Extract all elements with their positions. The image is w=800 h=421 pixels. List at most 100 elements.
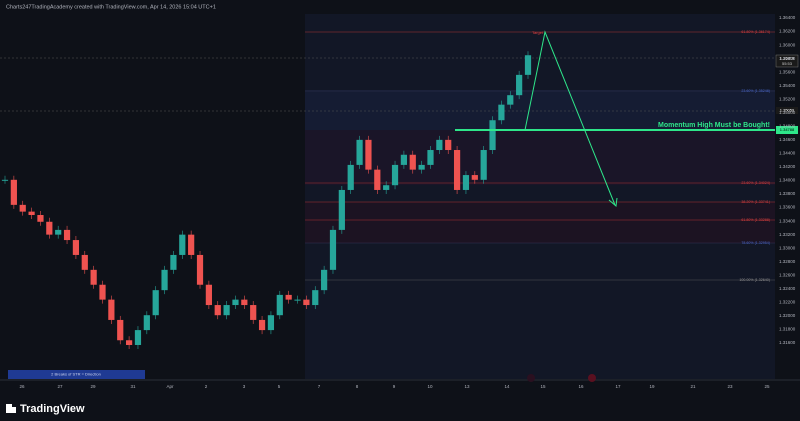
candles: [1, 51, 532, 349]
candle-body: [498, 104, 505, 121]
candle-body: [108, 299, 115, 320]
mid-price-tag: [776, 107, 798, 114]
price-label: 1.32200: [779, 300, 796, 305]
price-label: 1.34000: [779, 178, 796, 183]
candle-body: [524, 55, 532, 75]
price-label: 1.35200: [779, 96, 796, 101]
highlight-zone: [305, 14, 775, 379]
header-caption: Charts247TradingAcademy created with Tra…: [6, 4, 216, 10]
level-price-tag: [776, 126, 798, 134]
candle-body: [188, 234, 195, 255]
candle-body: [205, 284, 212, 306]
date-label: 26: [19, 384, 25, 389]
note-box: [8, 370, 145, 379]
candle-body: [161, 269, 168, 291]
event-icon[interactable]: [588, 374, 596, 382]
fib-lines: [305, 31, 775, 281]
candle-body: [391, 164, 399, 186]
candle-body: [329, 229, 337, 270]
candle-body: [99, 284, 106, 300]
candle-body: [28, 211, 35, 216]
candle-body: [10, 179, 17, 205]
price-label: 1.33400: [779, 218, 796, 223]
date-label: 17: [615, 384, 621, 389]
price-label: 1.35000: [779, 110, 796, 115]
candle-body: [196, 254, 204, 285]
candle-body: [374, 169, 381, 190]
date-label: 25: [764, 384, 770, 389]
price-label: 1.35800: [779, 56, 796, 61]
date-label: 27: [57, 384, 63, 389]
note-text: 2 Breaks of STR = Direction: [51, 372, 101, 377]
mid-price: 1.35059: [780, 108, 795, 113]
candle-body: [294, 299, 301, 301]
fib-band: [305, 130, 775, 185]
price-label: 1.32000: [779, 313, 796, 318]
candle-body: [72, 240, 80, 255]
candle-body: [250, 305, 257, 320]
candle-body: [117, 319, 124, 341]
candle-body: [453, 150, 461, 190]
price-label: 1.34800: [779, 124, 796, 129]
price-label: 1.33600: [779, 205, 796, 210]
candle-body: [152, 290, 159, 316]
price-label: 1.35400: [779, 83, 796, 88]
price-label: 1.32800: [779, 259, 796, 264]
fib-band: [305, 202, 775, 243]
current-price: 1.35816: [780, 56, 795, 61]
countdown: 55:53: [782, 61, 793, 66]
candle-body: [338, 189, 345, 230]
candle-body: [125, 340, 133, 345]
candle-body: [445, 139, 452, 151]
price-label: 1.32400: [779, 286, 796, 291]
fib-label: 23.60% (1.35248): [741, 89, 770, 93]
candle-body: [507, 95, 514, 105]
candle-body: [81, 254, 88, 270]
fib-band: [305, 90, 775, 130]
date-label: 10: [427, 384, 433, 389]
price-label: 1.33800: [779, 191, 796, 196]
candle-body: [1, 179, 9, 181]
date-label: 7: [318, 384, 321, 389]
date-label: 15: [540, 384, 546, 389]
fib-label: 100.00% (1.32640): [739, 278, 770, 282]
date-label: 16: [578, 384, 584, 389]
date-label: 19: [649, 384, 655, 389]
candle-body: [347, 164, 354, 190]
price-label: 1.31800: [779, 327, 796, 332]
price-label: 1.34400: [779, 151, 796, 156]
candle-body: [400, 154, 408, 165]
price-label: 1.33000: [779, 245, 796, 250]
candle-body: [134, 330, 142, 345]
date-label: 21: [690, 384, 696, 389]
candle-body: [312, 290, 319, 306]
date-label: 2: [205, 384, 208, 389]
brand: TradingView: [6, 403, 85, 415]
candle-body: [179, 234, 186, 255]
event-icon[interactable]: [527, 374, 535, 382]
price-label: 1.34600: [779, 137, 796, 142]
fib-label: 61.80% (1.36174): [741, 30, 770, 34]
fib-label: 78.60% (1.32954): [741, 241, 770, 245]
candle-body: [303, 299, 310, 306]
candle-body: [223, 305, 230, 316]
candle-body: [365, 139, 372, 170]
brand-name: TradingView: [20, 403, 85, 415]
candle-body: [383, 185, 390, 190]
candle-body: [143, 315, 150, 331]
date-label: 29: [90, 384, 96, 389]
price-label: 1.36000: [779, 42, 796, 47]
candle-body: [63, 229, 71, 241]
fib-label: 61.80% (1.33288): [741, 218, 770, 222]
candle-body: [418, 164, 425, 170]
date-label: 13: [464, 384, 470, 389]
price-label: 1.33200: [779, 232, 796, 237]
momentum-label: Momentum High Must be Bought!: [658, 122, 770, 129]
candle-body: [258, 319, 266, 331]
date-label: 14: [504, 384, 510, 389]
level-price: 1.34788: [780, 127, 795, 132]
candle-body: [19, 204, 26, 212]
arrow-head: [608, 197, 618, 207]
date-label: 8: [356, 384, 359, 389]
candle-body: [462, 175, 470, 190]
